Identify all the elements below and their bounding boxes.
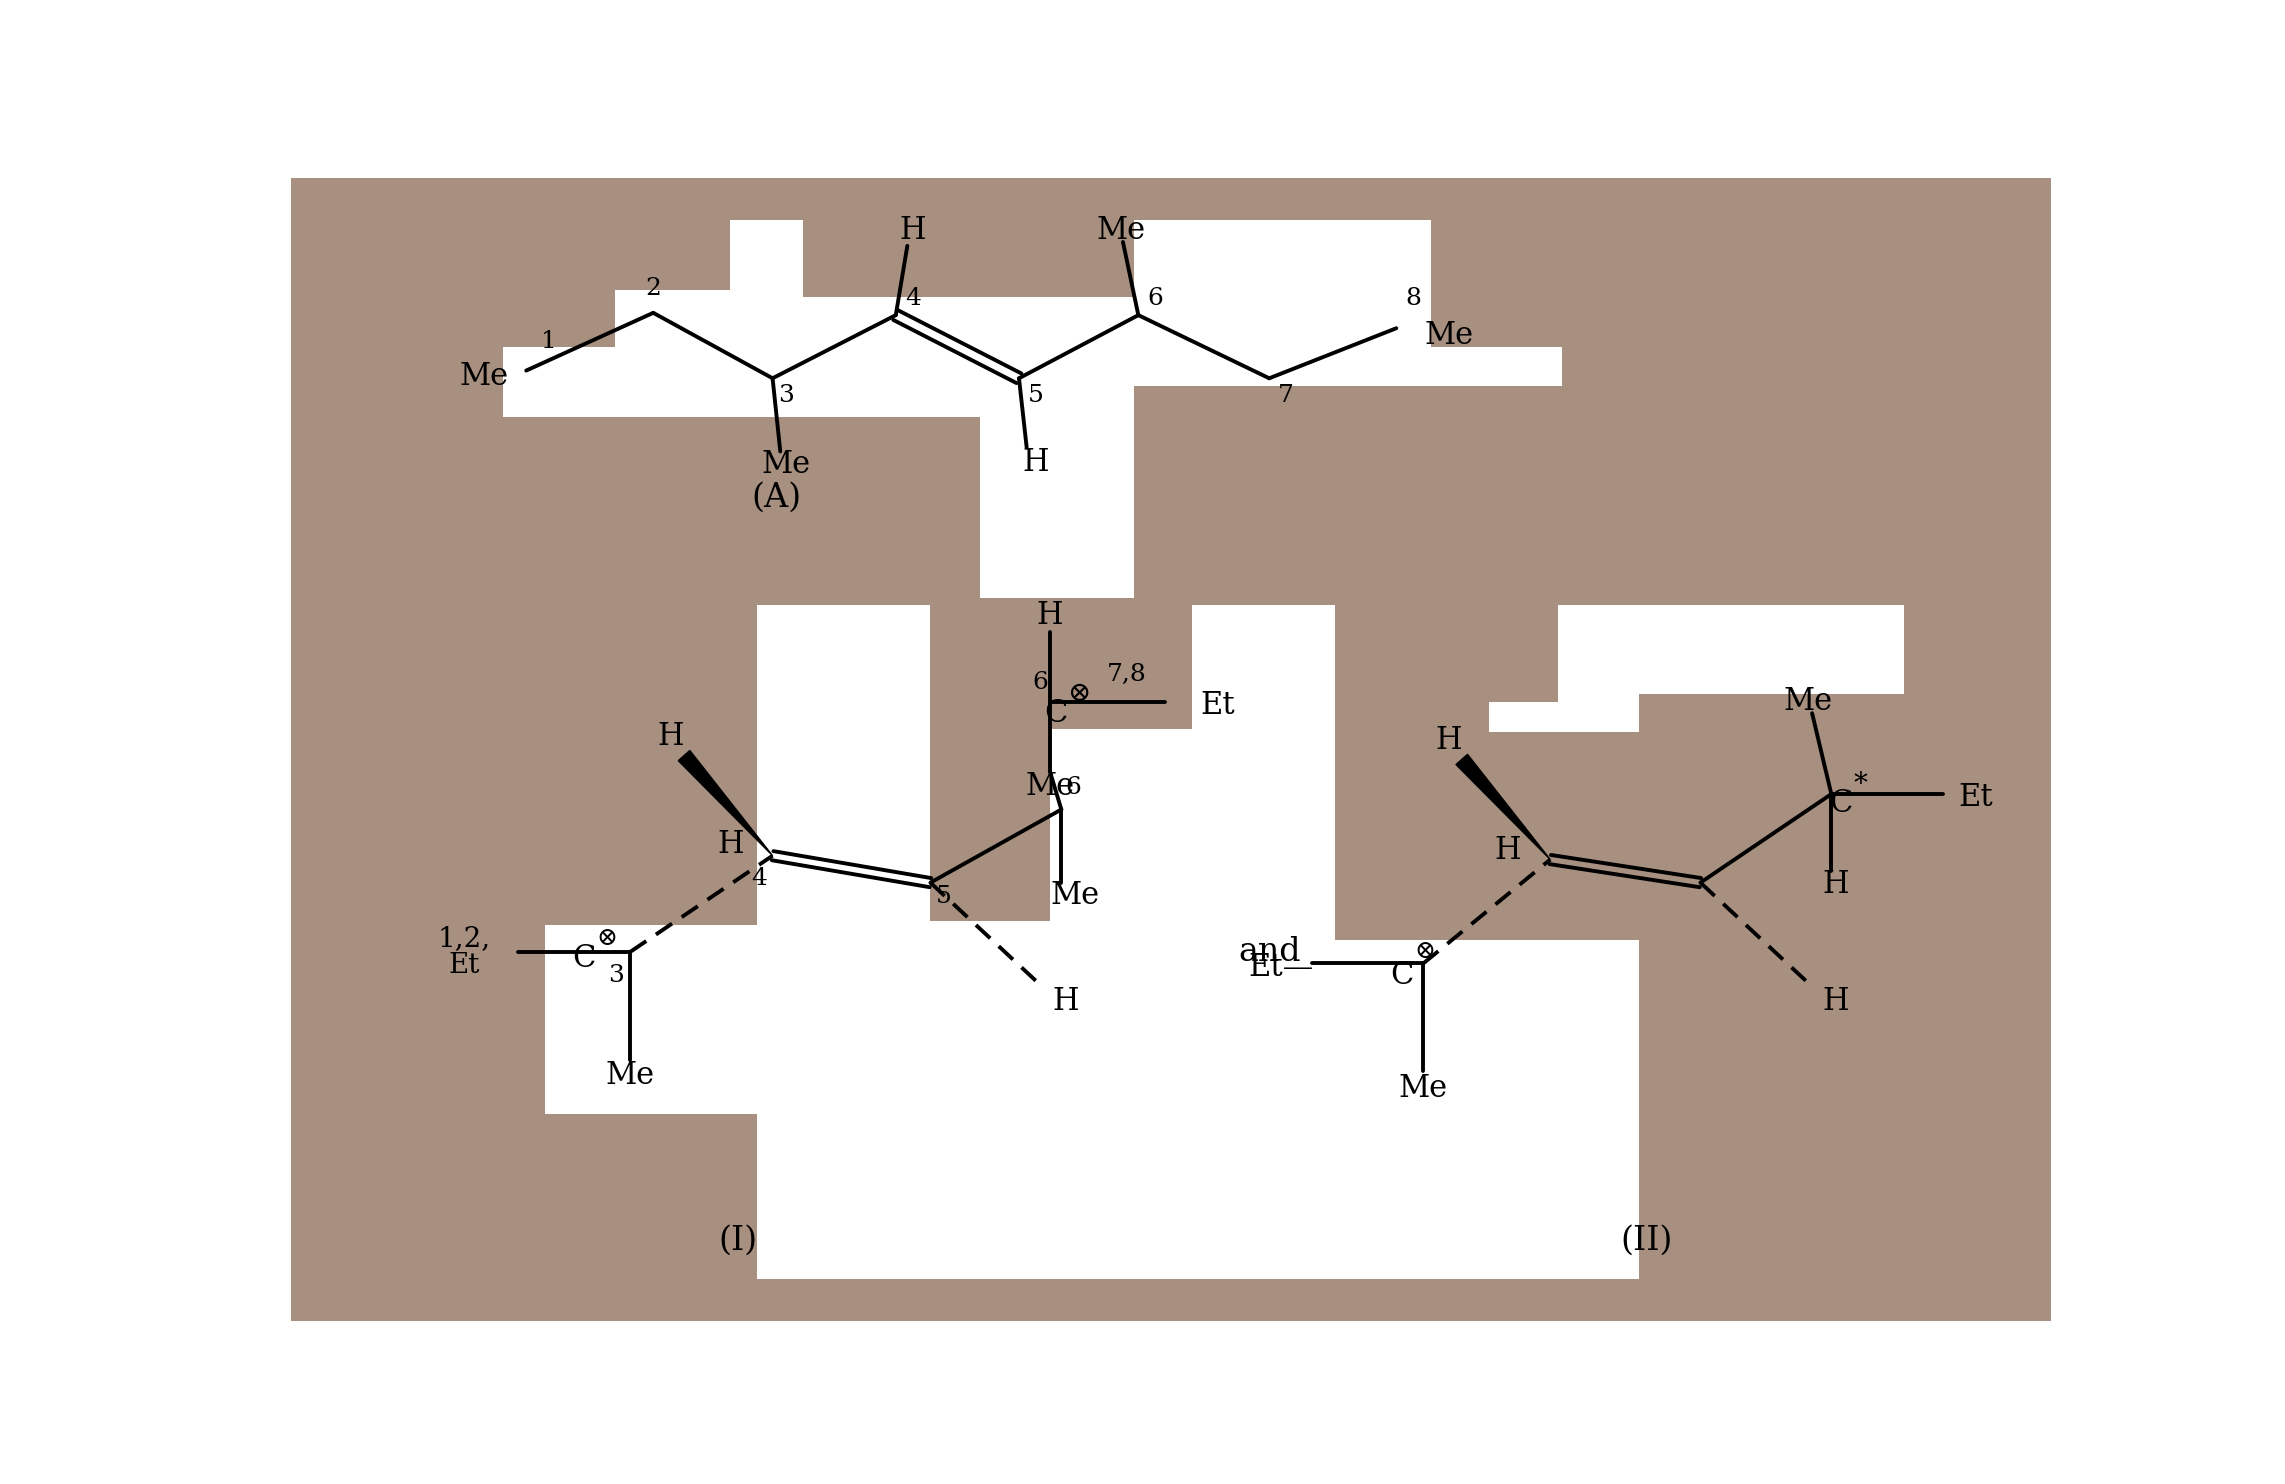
Bar [804,221,1133,297]
Bar [722,417,980,605]
Text: Me: Me [1097,215,1147,246]
Text: 3: 3 [779,384,795,407]
Text: 4: 4 [752,867,768,890]
Text: ⊗: ⊗ [1414,941,1435,963]
Text: C: C [1044,697,1067,729]
Text: H: H [1821,987,1849,1018]
Text: 6: 6 [1147,286,1163,310]
Text: 1: 1 [542,329,558,353]
Text: 1,2,: 1,2, [439,925,491,951]
Text: 3: 3 [608,963,624,987]
Text: H: H [1494,835,1522,865]
Bar [361,695,546,925]
Text: C: C [1828,788,1853,819]
Bar [361,598,503,925]
Bar [292,221,361,1279]
Text: Et—: Et— [1248,951,1314,982]
Text: Me: Me [761,450,811,479]
Text: ⊗: ⊗ [1067,681,1090,708]
Bar [292,1279,2052,1321]
Text: Me: Me [1424,321,1474,352]
Bar [1638,1113,1839,1279]
Text: H: H [658,721,683,752]
Bar [361,925,546,1279]
Text: Me: Me [1398,1073,1449,1104]
Text: H: H [1051,987,1079,1018]
Bar [1903,598,1981,925]
Bar [503,417,731,601]
Text: 7: 7 [1277,384,1293,407]
Text: H: H [1821,870,1849,901]
Text: H: H [717,828,743,859]
Text: 7,8: 7,8 [1106,663,1147,686]
Bar [361,925,503,1279]
Text: Me: Me [606,1060,656,1091]
Text: H: H [1037,600,1063,631]
Text: 5: 5 [1028,384,1044,407]
Text: Me: Me [1051,880,1099,911]
Bar [503,598,756,925]
Text: H: H [900,215,925,246]
Text: C: C [1389,960,1414,990]
Bar [930,729,1049,922]
Bar [1903,221,1981,598]
Text: 6: 6 [1065,776,1081,800]
Bar [503,221,615,347]
Text: 8: 8 [1405,288,1421,310]
Text: 6: 6 [1033,671,1049,695]
Polygon shape [679,751,772,856]
Polygon shape [1456,754,1549,859]
Text: (II): (II) [1620,1224,1673,1257]
Bar [1334,386,1981,605]
Bar [1430,221,1981,347]
Bar [361,221,503,598]
Text: (I): (I) [717,1224,759,1257]
Text: ⊗: ⊗ [596,926,617,950]
Bar [1981,221,2052,1279]
Bar [1334,598,1490,733]
Text: Et: Et [448,953,480,979]
Bar [292,178,2052,221]
Text: 2: 2 [644,276,660,300]
Text: (A): (A) [752,482,802,513]
Text: Et: Et [1958,782,1993,813]
Bar [1334,733,1638,941]
Bar [1903,598,1981,1279]
Text: and: and [1238,936,1300,968]
Text: Me: Me [459,361,507,392]
Text: 4: 4 [905,286,921,310]
Text: *: * [1853,772,1867,798]
Bar [1133,386,1334,605]
Text: H: H [1435,724,1462,755]
Text: Me: Me [1026,770,1074,801]
Bar [503,1113,756,1279]
Bar [1638,695,1981,1279]
Bar [1563,347,1981,444]
Text: 5: 5 [937,884,953,908]
Bar [1490,598,1558,702]
Bar [930,598,1193,729]
Text: Me: Me [1785,686,1833,717]
Text: Et: Et [1200,690,1234,721]
Text: C: C [571,942,596,974]
Text: H: H [1024,448,1049,478]
Bar [503,221,731,289]
